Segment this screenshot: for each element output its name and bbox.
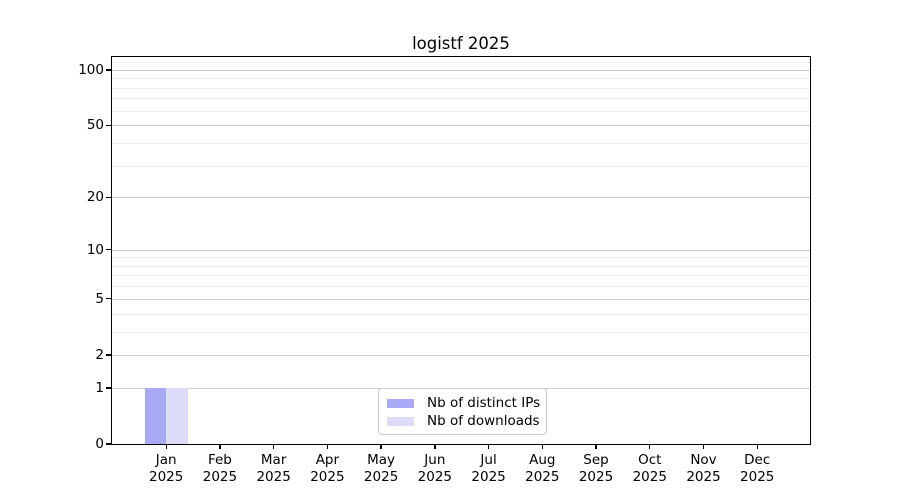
gridline-major: [112, 197, 810, 199]
y-tick-mark: [106, 69, 112, 71]
y-tick-mark: [106, 248, 112, 251]
gridline-minor: [112, 78, 810, 80]
y-tick-label: 2: [95, 346, 104, 363]
x-tick-mark: [272, 444, 275, 449]
gridline-minor: [112, 110, 810, 112]
x-tick-mark: [380, 444, 382, 449]
gridline-minor: [112, 313, 810, 315]
legend: Nb of distinct IPs Nb of downloads: [378, 388, 547, 435]
x-tick-label: Jan 2025: [149, 452, 184, 485]
bar-jan-downloads: [166, 387, 188, 444]
y-tick-label: 1: [95, 379, 104, 396]
gridline-minor: [112, 87, 810, 89]
x-tick-mark: [487, 444, 490, 449]
x-tick-label: Sep 2025: [578, 452, 614, 485]
x-tick-mark: [165, 444, 167, 449]
x-tick-label: Jul 2025: [471, 452, 506, 485]
x-tick-label: Jun 2025: [417, 452, 453, 485]
legend-label-distinct-ips: Nb of distinct IPs: [427, 395, 541, 411]
chart-title: logistf 2025: [412, 34, 510, 53]
y-tick-mark: [106, 354, 112, 356]
y-tick-label: 100: [78, 61, 104, 78]
gridline-minor: [112, 142, 810, 144]
x-tick-mark: [326, 444, 329, 449]
x-tick-label: Aug 2025: [525, 452, 560, 485]
gridline-minor: [112, 275, 810, 277]
x-tick-label: Apr 2025: [310, 452, 345, 485]
x-tick-label: Mar 2025: [256, 452, 291, 485]
y-tick-label: 5: [95, 290, 104, 307]
gridline-minor: [112, 265, 810, 267]
x-tick-mark: [756, 444, 758, 449]
y-tick-label: 10: [86, 241, 104, 258]
gridline-major: [112, 298, 810, 300]
gridline-major: [112, 354, 810, 356]
x-tick-mark: [541, 444, 543, 449]
legend-swatch-distinct-ips: [387, 398, 414, 408]
plot-area: [111, 56, 811, 445]
y-tick-mark: [106, 387, 112, 389]
y-tick-label: 0: [95, 436, 104, 452]
x-tick-mark: [219, 444, 221, 449]
gridline-minor: [112, 331, 810, 333]
x-tick-label: Oct 2025: [632, 452, 667, 485]
y-tick-label: 50: [86, 117, 104, 134]
legend-label-downloads: Nb of downloads: [427, 413, 540, 429]
x-tick-mark: [595, 444, 597, 449]
gridline-minor: [112, 165, 810, 167]
x-tick-mark: [702, 444, 705, 449]
gridline-minor: [112, 98, 810, 100]
y-tick-mark: [106, 443, 112, 445]
x-tick-label: Dec 2025: [740, 452, 775, 485]
x-tick-mark: [434, 444, 436, 449]
gridline-minor: [112, 257, 810, 259]
y-tick-mark: [106, 196, 112, 198]
legend-item-distinct-ips: Nb of distinct IPs: [379, 394, 546, 412]
y-tick-mark: [106, 298, 112, 300]
x-tick-label: Nov 2025: [686, 452, 721, 485]
bar-jan-distinct-ips: [144, 387, 167, 444]
gridline-minor: [112, 286, 810, 288]
x-tick-label: Feb 2025: [202, 452, 238, 485]
legend-item-downloads: Nb of downloads: [379, 412, 546, 430]
gridline-major: [112, 249, 810, 251]
gridline-minor: [112, 62, 810, 64]
x-tick-mark: [649, 444, 651, 449]
gridline-major: [112, 125, 810, 127]
y-tick-label: 20: [86, 189, 104, 206]
gridline-major: [112, 69, 810, 71]
legend-swatch-downloads: [387, 416, 414, 426]
x-tick-label: May 2025: [363, 452, 399, 485]
y-tick-mark: [106, 124, 112, 126]
